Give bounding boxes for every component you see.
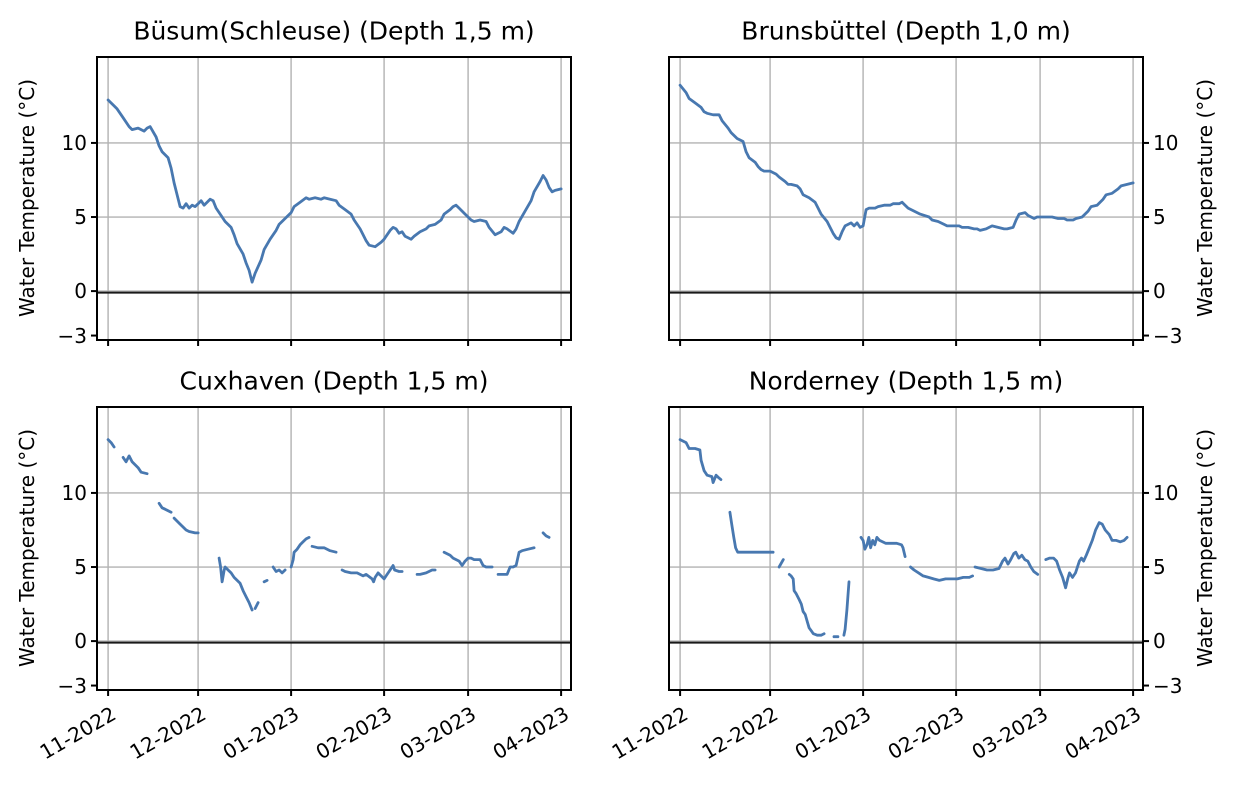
y-tick-label: 5 [1153,205,1166,230]
subplot-cuxhaven [91,406,572,696]
subplot-title-busum: Büsum(Schleuse) (Depth 1,5 m) [133,16,535,46]
subplot-norderney [668,406,1149,696]
x-tick-label: 01-2023 [790,701,876,765]
temperature-line [777,558,785,569]
temperature-line [678,83,1135,241]
temperature-line [442,550,494,569]
temperature-line [678,438,723,484]
y-tick-label: −3 [1153,673,1183,698]
plot-svg-Cuxhaven [91,406,572,696]
x-tick-label: 03-2023 [967,701,1053,765]
plot-svg-Büsum(Schleuse) [91,56,572,346]
plot-svg-Brunsbüttel [668,56,1149,346]
y-tick-label: −3 [1153,323,1183,348]
temperature-line [787,572,826,637]
temperature-line [106,98,563,284]
plot-border [668,56,1144,341]
temperature-line [909,565,975,582]
x-tick-label: 04-2023 [488,701,574,765]
y-tick-label: 10 [1153,480,1179,505]
temperature-line [496,546,536,576]
temperature-line [973,550,1040,576]
x-tick-label: 12-2022 [125,701,211,765]
temperature-line [106,438,116,449]
temperature-line [415,568,437,576]
temperature-line [157,501,173,514]
y-tick-label: 0 [1153,279,1166,304]
temperature-line [310,544,338,554]
x-tick-label: 02-2023 [883,701,969,765]
temperature-line [262,578,269,584]
y-tick-label: 10 [1153,130,1179,155]
y-tick-label: 10 [61,480,87,505]
plot-border [668,406,1144,691]
temperature-line [253,601,260,610]
x-tick-label: 02-2023 [311,701,397,765]
temperature-line [289,535,311,569]
y-tick-label: 5 [74,555,87,580]
x-tick-label: 11-2022 [607,701,693,765]
temperature-line [271,565,287,575]
y-tick-label: 5 [1153,555,1166,580]
subplot-busum-schleuse [91,56,572,346]
temperature-line [217,556,254,612]
y-tick-label: −3 [57,673,87,698]
temperature-line [1044,521,1129,590]
x-tick-label: 04-2023 [1060,701,1146,765]
plot-svg-Norderney [668,406,1149,696]
subplot-title-norderney: Norderney (Depth 1,5 m) [748,366,1064,396]
y-tick-label: 0 [74,279,87,304]
x-tick-label: 01-2023 [218,701,304,765]
subplot-title-brunsbuettel: Brunsbüttel (Depth 1,0 m) [741,16,1071,46]
x-tick-label: 11-2022 [35,701,121,765]
y-tick-label: 0 [1153,629,1166,654]
y-tick-label: 5 [74,205,87,230]
y-tick-label: 10 [61,130,87,155]
x-tick-label: 03-2023 [395,701,481,765]
subplot-title-cuxhaven: Cuxhaven (Depth 1,5 m) [179,366,489,396]
temperature-line [541,531,551,539]
temperature-line [842,580,851,637]
temperature-line [121,454,149,476]
subplot-brunsbuettel [668,56,1149,346]
x-tick-label: 12-2022 [697,701,783,765]
temperature-line [728,510,775,554]
temperature-line [340,564,404,584]
temperature-line [172,516,200,535]
y-tick-label: 0 [74,629,87,654]
temperature-line [859,535,907,559]
plot-border [96,406,572,691]
y-tick-label: −3 [57,323,87,348]
plot-border [96,56,572,341]
